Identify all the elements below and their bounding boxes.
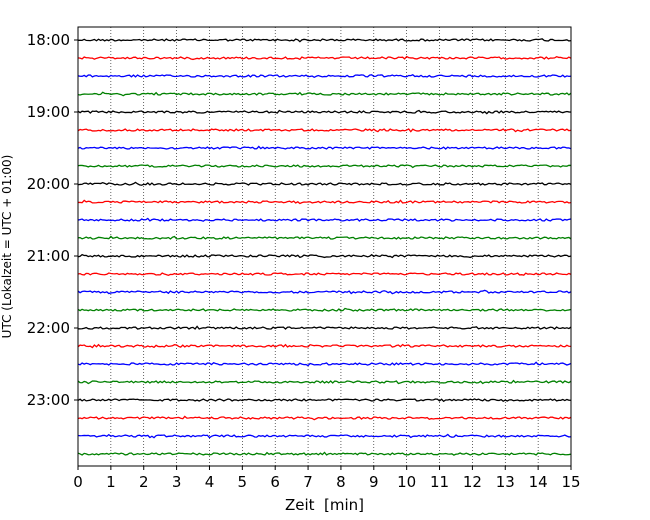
- x-tick-label: 3: [172, 473, 182, 491]
- trace-19-45: [77, 164, 572, 169]
- trace-23-00: [77, 398, 572, 403]
- x-tick-label: 10: [397, 473, 416, 491]
- trace-18-30: [77, 74, 572, 79]
- trace-18-15: [77, 55, 572, 61]
- x-tick-label: 2: [139, 473, 149, 491]
- y-tick-label: 20:00: [27, 175, 70, 193]
- y-axis: 18:00 19:00 20:00 21:00 22:00 23:00: [27, 31, 78, 409]
- trace-21-45: [77, 307, 572, 312]
- trace-22-45: [77, 379, 572, 385]
- x-tick-label: 11: [430, 473, 449, 491]
- trace-rows: [77, 38, 572, 456]
- trace-20-45: [77, 235, 572, 240]
- x-tick-label: 13: [496, 473, 515, 491]
- y-tick-label: 21:00: [27, 247, 70, 265]
- trace-20-15: [77, 199, 572, 205]
- trace-22-15: [77, 343, 572, 349]
- trace-18-00: [77, 38, 572, 43]
- trace-21-00: [77, 253, 572, 259]
- x-axis: 0 1 2 3 4 5 6 7 8 9 10 11 12 13 14 15: [73, 466, 581, 491]
- trace-20-00: [77, 181, 572, 186]
- y-axis-label: UTC (Lokalzeit = UTC + 01:00): [0, 155, 14, 339]
- y-tick-label: 18:00: [27, 31, 70, 49]
- trace-19-00: [77, 109, 572, 115]
- trace-23-45: [77, 451, 572, 456]
- plot-frame: [77, 26, 572, 467]
- x-tick-label: 5: [238, 473, 248, 491]
- trace-20-30: [77, 217, 572, 222]
- x-tick-label: 15: [561, 473, 580, 491]
- y-tick-label: 22:00: [27, 319, 70, 337]
- y-tick-label: 19:00: [27, 103, 70, 121]
- trace-23-15: [77, 415, 572, 421]
- trace-21-15: [77, 272, 572, 277]
- x-tick-label: 6: [270, 473, 280, 491]
- x-grid-lines: [110, 27, 539, 466]
- trace-23-30: [77, 433, 572, 439]
- x-tick-label: 12: [463, 473, 482, 491]
- x-tick-label: 0: [73, 473, 83, 491]
- trace-22-30: [77, 361, 572, 367]
- y-tick-label: 23:00: [27, 391, 70, 409]
- x-tick-label: 14: [529, 473, 548, 491]
- x-tick-label: 8: [336, 473, 346, 491]
- trace-18-45: [77, 91, 572, 97]
- x-tick-label: 7: [303, 473, 313, 491]
- x-axis-label: Zeit [min]: [285, 496, 364, 514]
- trace-19-15: [77, 128, 572, 133]
- trace-21-30: [77, 289, 572, 295]
- trace-22-00: [77, 325, 572, 330]
- x-tick-label: 9: [369, 473, 379, 491]
- x-tick-label: 1: [106, 473, 116, 491]
- trace-19-30: [77, 145, 572, 150]
- x-tick-label: 4: [205, 473, 215, 491]
